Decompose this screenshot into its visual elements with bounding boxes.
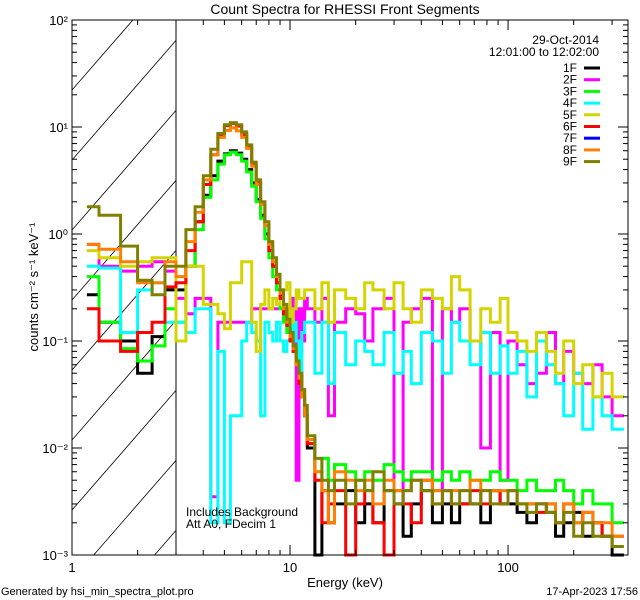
hatch-line xyxy=(71,110,177,231)
plot-frame xyxy=(71,19,629,556)
hatch-line xyxy=(71,390,177,511)
legend-label-4F: 4F xyxy=(563,96,577,110)
hatch-line xyxy=(71,40,177,161)
hatch-line xyxy=(154,530,177,556)
series-3F xyxy=(86,150,624,525)
y-axis-label: counts cm⁻² s⁻¹ keV⁻¹ xyxy=(26,222,41,352)
legend-label-3F: 3F xyxy=(563,84,577,98)
footer-timestamp: 17-Apr-2023 17:56 xyxy=(546,586,638,598)
legend-label-7F: 7F xyxy=(563,131,577,145)
legend-label-9F: 9F xyxy=(563,155,577,169)
time-range-label: 12:01:00 to 12:02:00 xyxy=(489,45,599,59)
hatch-line xyxy=(93,460,177,556)
chart-title: Count Spectra for RHESSI Front Segments xyxy=(210,1,479,17)
series-2F xyxy=(86,242,624,506)
annotation-background: Includes Background xyxy=(186,505,298,519)
legend-label-1F: 1F xyxy=(563,61,577,75)
series-9F xyxy=(86,121,624,548)
series-4F xyxy=(86,264,624,525)
annotation-attenuator: Att A0, FDecim 1 xyxy=(186,517,276,531)
hatch-line xyxy=(71,19,134,91)
legend-label-6F: 6F xyxy=(563,120,577,134)
date-label: 29-Oct-2014 xyxy=(532,33,599,47)
x-tick-label: 10 xyxy=(283,560,297,575)
x-axis-label: Energy (keV) xyxy=(307,575,383,590)
hatch-line xyxy=(71,180,177,301)
footer-generated-by: Generated by hsi_min_spectra_plot.pro xyxy=(1,586,194,598)
series-5F xyxy=(86,249,624,399)
legend-label-5F: 5F xyxy=(563,108,577,122)
y-tick-label: 10⁻¹ xyxy=(42,334,68,349)
x-tick-label: 1 xyxy=(68,560,75,575)
y-tick-label: 10⁰ xyxy=(48,227,68,242)
x-tick-label: 100 xyxy=(497,560,519,575)
y-tick-label: 10⁻³ xyxy=(42,548,68,563)
y-tick-label: 10² xyxy=(49,13,68,28)
hatch-line xyxy=(71,320,177,441)
excluded-energy-hatch xyxy=(71,19,177,556)
y-tick-label: 10⁻² xyxy=(42,441,68,456)
y-tick-label: 10¹ xyxy=(49,120,68,135)
legend-label-8F: 8F xyxy=(563,143,577,157)
hatch-line xyxy=(71,250,177,371)
series-1F xyxy=(86,149,624,557)
legend-label-2F: 2F xyxy=(563,73,577,87)
